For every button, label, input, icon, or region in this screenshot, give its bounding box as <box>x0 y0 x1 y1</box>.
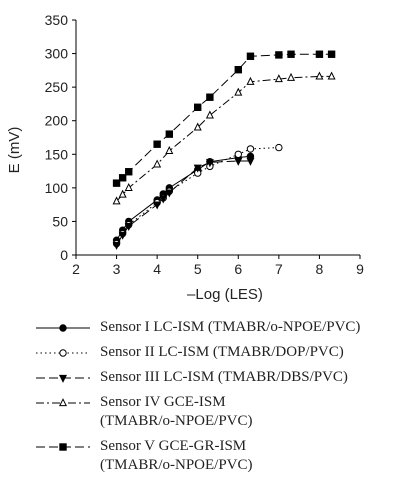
legend-label-line: Sensor III LC-ISM (TMABR/DBS/PVC) <box>100 369 348 385</box>
series-line <box>116 75 332 202</box>
data-point <box>153 201 162 210</box>
data-point <box>118 231 127 240</box>
legend-item: Sensor IV GCE-ISM (TMABR/o-NPOE/PVC) <box>34 393 416 431</box>
legend-swatch <box>36 349 90 357</box>
data-point <box>205 110 214 119</box>
data-point <box>118 174 127 182</box>
data-point <box>275 51 283 59</box>
legend-label-line: Sensor II LC-ISM (TMABR/DOP/PVC) <box>100 344 344 360</box>
legend-label: Sensor III LC-ISM (TMABR/DBS/PVC) <box>92 368 348 387</box>
data-point <box>112 241 121 250</box>
legend-marker <box>59 349 67 357</box>
chart-plot: 2 3 4 5 6 7 8 9 0 50 100 150 200 250 300 350 E (mV) –Lo… <box>6 12 364 303</box>
series-4 <box>112 71 336 205</box>
legend-marker <box>59 443 67 451</box>
data-point <box>234 65 242 74</box>
legend-swatch <box>36 374 90 383</box>
legend-label: Sensor IV GCE-ISM (TMABR/o-NPOE/PVC) <box>92 393 253 431</box>
legend-marker <box>58 398 68 407</box>
data-point <box>165 146 174 155</box>
data-point <box>194 103 202 111</box>
series-1 <box>112 152 255 244</box>
x-tick-label: 8 <box>316 261 324 277</box>
data-point <box>193 164 202 173</box>
series-line <box>116 160 251 246</box>
data-point <box>274 74 283 83</box>
series-5 <box>112 50 336 187</box>
series-line <box>116 155 251 241</box>
legend-label-line: (TMABR/o-NPOE/PVC) <box>100 457 253 473</box>
data-point <box>193 122 202 131</box>
data-point <box>315 71 324 80</box>
series-line <box>116 53 332 184</box>
x-tick-label: 4 <box>153 261 161 277</box>
data-point <box>153 140 161 148</box>
data-point <box>206 93 214 101</box>
data-point <box>165 189 174 198</box>
data-point <box>246 145 255 153</box>
y-tick-label: 50 <box>52 213 68 229</box>
y-tick-label: 100 <box>45 180 69 196</box>
data-point <box>124 182 133 191</box>
y-tick-label: 0 <box>60 247 68 263</box>
data-point <box>287 50 295 58</box>
legend-item: Sensor II LC-ISM (TMABR/DOP/PVC) <box>34 343 416 362</box>
x-axis-label: –Log (LES) <box>187 286 263 303</box>
x-tick-label: 9 <box>356 261 364 277</box>
data-point <box>246 157 255 166</box>
chart-series-layer <box>112 50 336 250</box>
y-axis-label: E (mV) <box>6 127 23 174</box>
x-tick-label: 6 <box>234 261 242 277</box>
legend-item: Sensor III LC-ISM (TMABR/DBS/PVC) <box>34 368 416 387</box>
legend-item: Sensor V GCE-GR-ISM (TMABR/o-NPOE/PVC) <box>34 437 416 475</box>
data-point <box>234 87 243 96</box>
y-tick-label: 200 <box>45 113 69 129</box>
data-point <box>246 76 255 85</box>
legend-swatch <box>36 324 90 332</box>
legend-swatch <box>36 398 90 407</box>
chart-axes: 2 3 4 5 6 7 8 9 0 50 100 150 200 250 300 350 <box>45 12 364 277</box>
data-point <box>205 159 214 168</box>
legend-label: Sensor V GCE-GR-ISM (TMABR/o-NPOE/PVC) <box>92 437 253 475</box>
x-tick-label: 7 <box>275 261 283 277</box>
y-tick-label: 150 <box>45 146 69 162</box>
x-tick-label: 2 <box>72 261 80 277</box>
chart-legend: Sensor I LC-ISM (TMABR/o-NPOE/PVC) Sensor… <box>34 318 416 481</box>
data-point <box>287 72 296 81</box>
data-point <box>246 52 255 60</box>
data-point <box>234 157 243 166</box>
data-point <box>112 196 121 205</box>
series-line <box>116 147 279 244</box>
data-point <box>327 50 336 58</box>
data-point <box>112 179 121 187</box>
series-2 <box>112 143 283 248</box>
legend-item: Sensor I LC-ISM (TMABR/o-NPOE/PVC) <box>34 318 416 337</box>
data-point <box>159 195 168 204</box>
x-tick-label: 5 <box>194 261 202 277</box>
legend-label-line: Sensor I LC-ISM (TMABR/o-NPOE/PVC) <box>100 319 361 335</box>
legend-swatch <box>36 443 90 451</box>
data-point <box>275 143 283 152</box>
data-point <box>234 150 242 158</box>
y-tick-label: 250 <box>45 79 69 95</box>
legend-label: Sensor II LC-ISM (TMABR/DOP/PVC) <box>92 343 344 362</box>
series-3 <box>112 157 255 250</box>
legend-label-line: Sensor IV GCE-ISM <box>100 394 226 410</box>
x-tick-label: 3 <box>113 261 121 277</box>
legend-marker <box>58 374 68 383</box>
data-point <box>124 223 133 232</box>
legend-label-line: (TMABR/o-NPOE/PVC) <box>100 413 253 429</box>
y-tick-label: 300 <box>45 46 69 62</box>
legend-label: Sensor I LC-ISM (TMABR/o-NPOE/PVC) <box>92 318 360 337</box>
data-point <box>327 71 336 80</box>
data-point <box>153 159 162 168</box>
data-point <box>118 189 127 198</box>
data-point <box>125 168 133 176</box>
y-tick-label: 350 <box>45 12 69 28</box>
legend-marker <box>59 324 67 332</box>
data-point <box>165 130 174 138</box>
data-point <box>315 50 324 58</box>
legend-label-line: Sensor V GCE-GR-ISM <box>100 438 247 454</box>
